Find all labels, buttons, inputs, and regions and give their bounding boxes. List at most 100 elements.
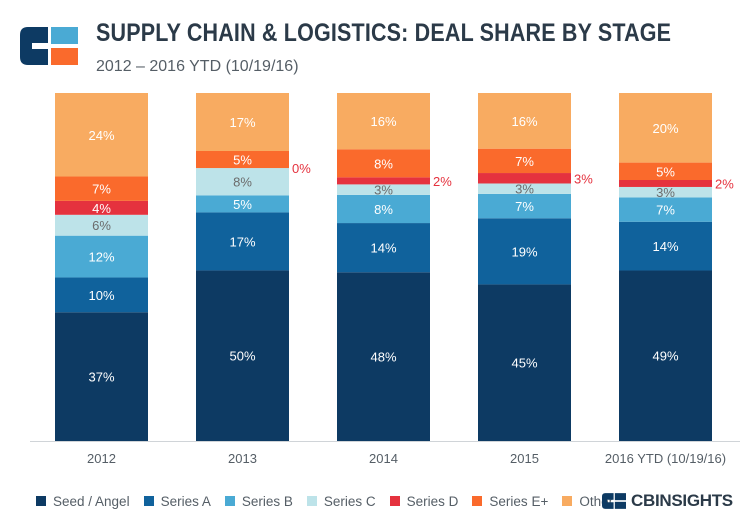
data-label-series-a: 10% [88, 288, 114, 303]
data-label-series-a: 19% [511, 244, 537, 259]
chart-header: SUPPLY CHAIN & LOGISTICS: DEAL SHARE BY … [0, 0, 754, 90]
bar-segment-series-a [619, 221, 712, 271]
bar-segment-series-c [196, 168, 289, 196]
bar-segment-series-c [478, 183, 571, 194]
data-label-other: 24% [88, 128, 114, 143]
data-label-seed-angel: 48% [370, 350, 396, 365]
legend-item-series-e-plus: Series E+ [472, 494, 548, 509]
legend-swatch [562, 496, 573, 506]
data-label-series-a: 14% [652, 239, 678, 254]
legend-label: Seed / Angel [53, 493, 130, 509]
data-label-series-d: 3% [574, 171, 593, 186]
legend-swatch [143, 496, 154, 506]
data-label-series-e: 5% [656, 164, 675, 179]
data-label-series-a: 17% [229, 234, 255, 249]
data-label-seed-angel: 50% [229, 349, 255, 364]
legend-label: Series E+ [489, 493, 549, 509]
bar-segment-other [196, 93, 289, 151]
x-tick-label: 2012 [87, 451, 116, 466]
legend-item-series-a: Series A [143, 493, 211, 509]
brand-text: CBINSIGHTS [631, 491, 733, 510]
bar-segment-seed-angel [619, 270, 712, 441]
legend-swatch [389, 496, 400, 506]
bar-segment-series-a [337, 223, 430, 273]
data-label-series-c: 3% [515, 182, 534, 197]
legend-label: Series A [160, 493, 211, 509]
legend-swatch [224, 496, 235, 506]
bar-segment-series-d [619, 180, 712, 187]
bar-segment-series-c [619, 186, 712, 198]
bar-segment-series-b [619, 197, 712, 222]
x-tick-label: 2016 YTD (10/19/16) [605, 451, 726, 466]
data-label-seed-angel: 45% [511, 356, 537, 371]
bar-segment-series-a [196, 212, 289, 271]
data-label-series-c: 3% [374, 183, 393, 198]
bar-segment-series-a [55, 277, 148, 313]
cb-insights-logo-icon [20, 27, 78, 65]
bar-segment-series-a [478, 218, 571, 285]
bar-segment-series-e [55, 176, 148, 201]
x-tick-label: 2014 [369, 451, 398, 466]
data-label-series-e: 7% [515, 154, 534, 169]
chart-subtitle: 2012 – 2016 YTD (10/19/16) [96, 58, 299, 75]
bar-segment-series-b [337, 194, 430, 224]
data-label-series-c: 6% [92, 218, 111, 233]
data-label-series-c: 3% [656, 185, 675, 200]
stacked-bar-chart: 37% 10% 12% 6% 4% 7% 24% 2012 50% 17% 5% 8% 0% 5% 17% 2… [30, 93, 740, 466]
data-label-series-b: 7% [515, 199, 534, 214]
bar-segment-series-b [55, 235, 148, 278]
bar-segment-series-e [196, 151, 289, 169]
bar-segment-seed-angel [337, 272, 430, 441]
legend-label: Series B [241, 493, 293, 509]
data-label-series-e: 7% [92, 182, 111, 197]
bar-segment-seed-angel [55, 312, 148, 441]
x-tick-label: 2015 [510, 451, 539, 466]
x-tick-label: 2013 [228, 451, 257, 466]
legend-label: Series C [323, 493, 376, 509]
bar-segment-series-e [337, 149, 430, 178]
data-label-series-c: 8% [233, 175, 252, 190]
cb-insights-brand-icon [602, 493, 626, 509]
legend-swatch [36, 496, 46, 506]
data-label-other: 16% [511, 114, 537, 129]
legend-label: Series D [406, 493, 459, 509]
data-label-other: 20% [652, 121, 678, 136]
data-label-series-b: 5% [233, 197, 252, 212]
bar-segment-other [619, 93, 712, 163]
data-label-series-d: 2% [715, 176, 734, 191]
data-label-series-d: 4% [92, 201, 111, 216]
bar-segment-other [337, 93, 430, 150]
data-label-series-a: 14% [370, 241, 396, 256]
data-label-other: 16% [370, 114, 396, 129]
bar-segment-other [55, 93, 148, 177]
data-label-series-e: 8% [374, 156, 393, 171]
bar-segment-seed-angel [196, 270, 289, 441]
bar-segment-series-b [196, 195, 289, 213]
bar-segment-series-c [55, 214, 148, 236]
bar-segment-series-d [337, 177, 430, 185]
data-label-seed-angel: 49% [652, 349, 678, 364]
chart-title: SUPPLY CHAIN & LOGISTICS: DEAL SHARE BY … [96, 19, 672, 47]
bar-segment-seed-angel [478, 284, 571, 441]
bar-segment-series-b [478, 193, 571, 219]
cb-insights-brand: CBINSIGHTS [602, 491, 733, 511]
chart-legend: Seed / Angel Series A Series B Series C … [36, 491, 627, 511]
bar-segment-series-c [337, 184, 430, 195]
data-label-series-b: 7% [656, 203, 675, 218]
bar-segment-series-d [55, 200, 148, 215]
legend-item-series-c: Series C [306, 493, 376, 509]
bar-segment-series-d [478, 173, 571, 184]
data-label-series-e: 5% [233, 153, 252, 168]
data-label-series-b: 12% [88, 250, 114, 265]
bar-segment-series-e [478, 148, 571, 174]
data-label-series-b: 8% [374, 202, 393, 217]
data-label-series-d: 0% [292, 161, 311, 176]
legend-item-seed-angel: Seed / Angel [36, 494, 130, 509]
legend-item-series-d: Series D [389, 493, 459, 509]
legend-swatch [306, 496, 317, 506]
bar-segment-series-e [619, 162, 712, 180]
legend-swatch [472, 496, 483, 506]
data-label-other: 17% [229, 115, 255, 130]
bar-segment-other [478, 93, 571, 149]
legend-item-series-b: Series B [224, 493, 293, 509]
